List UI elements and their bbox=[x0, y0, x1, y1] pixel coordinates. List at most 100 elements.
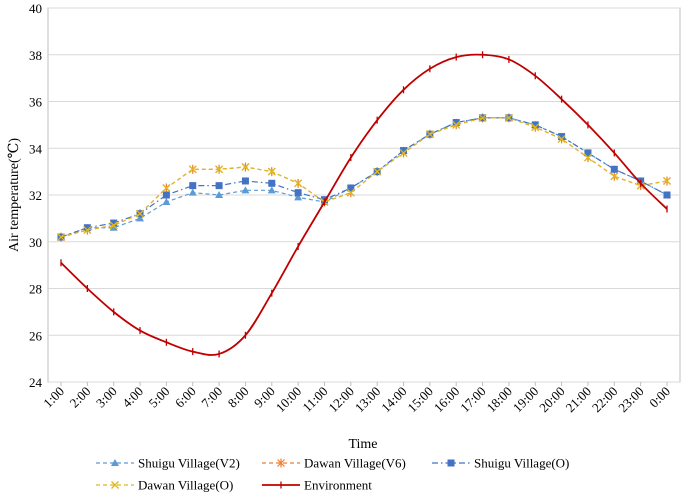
series-dawan-village-o- bbox=[57, 113, 671, 242]
x-tick-label: 11:00 bbox=[299, 384, 330, 415]
data-point bbox=[215, 191, 224, 198]
legend-label: Shuigu Village(V2) bbox=[138, 456, 240, 471]
x-tick-label: 12:00 bbox=[325, 384, 357, 416]
series-line bbox=[60, 117, 668, 238]
data-point bbox=[215, 165, 224, 174]
legend-entry: Shuigu Village(V2) bbox=[96, 456, 240, 471]
series-line bbox=[60, 117, 668, 238]
data-point bbox=[294, 189, 302, 197]
series-line bbox=[60, 53, 668, 356]
data-point bbox=[268, 179, 276, 187]
x-tick-label: 22:00 bbox=[589, 384, 621, 416]
legend-entry: Dawan Village(O) bbox=[96, 478, 233, 493]
series-environment bbox=[60, 51, 668, 358]
x-tick-label: 2:00 bbox=[67, 384, 94, 411]
data-point bbox=[347, 184, 355, 192]
y-tick-label: 34 bbox=[29, 141, 43, 156]
y-tick-label: 40 bbox=[29, 1, 42, 16]
data-point bbox=[188, 165, 197, 174]
data-point bbox=[425, 130, 434, 139]
data-point bbox=[452, 119, 460, 127]
x-tick-label: 17:00 bbox=[457, 384, 489, 416]
legend-label: Dawan Village(V6) bbox=[304, 456, 406, 471]
data-point bbox=[504, 113, 513, 122]
x-axis-ticks: 1:00 2:00 3:00 4:00 5:00 6:00 7:00 8:00 9:0010:0… bbox=[40, 382, 673, 415]
legend: Shuigu Village(V2) Dawan Village(V6) Shuig… bbox=[96, 456, 569, 493]
data-point bbox=[136, 209, 145, 218]
x-tick-label: 21:00 bbox=[563, 384, 595, 416]
data-point bbox=[83, 224, 91, 232]
y-tick-label: 26 bbox=[29, 328, 43, 343]
legend-swatch-marker bbox=[447, 459, 455, 467]
data-point bbox=[557, 134, 566, 143]
y-tick-label: 32 bbox=[29, 188, 42, 203]
data-point bbox=[188, 188, 197, 196]
data-point bbox=[267, 167, 276, 176]
data-point bbox=[294, 193, 303, 201]
x-tick-label: 14:00 bbox=[378, 384, 410, 416]
data-point bbox=[583, 153, 592, 162]
x-tick-label: 15:00 bbox=[404, 384, 436, 416]
y-tick-label: 38 bbox=[29, 48, 42, 63]
x-tick-label: 13:00 bbox=[352, 384, 384, 416]
x-tick-label: 19:00 bbox=[510, 384, 542, 416]
data-point bbox=[531, 121, 539, 129]
y-tick-label: 24 bbox=[29, 375, 43, 390]
series-shuigu-village-o- bbox=[57, 114, 671, 241]
data-point bbox=[531, 123, 540, 132]
data-point bbox=[83, 226, 92, 235]
data-point bbox=[584, 149, 592, 157]
data-point bbox=[241, 162, 250, 171]
x-tick-label: 7:00 bbox=[198, 384, 225, 411]
x-tick-label: 10:00 bbox=[273, 384, 305, 416]
legend-entry: Environment bbox=[262, 478, 372, 493]
data-point bbox=[109, 221, 118, 230]
x-tick-label: 1:00 bbox=[40, 384, 67, 411]
data-point bbox=[663, 177, 671, 185]
data-point bbox=[294, 179, 303, 188]
data-point bbox=[162, 184, 171, 192]
series-dawan-village-v6- bbox=[57, 113, 671, 242]
legend-label: Shuigu Village(O) bbox=[474, 456, 569, 471]
legend-entry: Dawan Village(V6) bbox=[262, 456, 406, 471]
x-tick-label: 5:00 bbox=[146, 384, 173, 411]
y-tick-label: 28 bbox=[29, 282, 42, 297]
data-point bbox=[478, 113, 487, 122]
x-tick-label: 8:00 bbox=[225, 384, 252, 411]
data-point bbox=[215, 182, 223, 190]
series-line bbox=[60, 117, 668, 238]
series-layer bbox=[57, 51, 671, 358]
y-axis-ticks: 24 26 28 30 32 34 36 38 40 bbox=[29, 1, 43, 390]
data-point bbox=[189, 182, 197, 190]
x-tick-label: 18:00 bbox=[483, 384, 515, 416]
data-point bbox=[610, 165, 618, 173]
data-point bbox=[57, 233, 65, 242]
x-tick-label: 6:00 bbox=[172, 384, 199, 411]
legend-label: Dawan Village(O) bbox=[138, 478, 233, 493]
legend-swatch-marker bbox=[277, 458, 285, 468]
y-tick-label: 30 bbox=[29, 235, 42, 250]
data-point bbox=[162, 191, 170, 199]
series-line bbox=[60, 117, 668, 238]
data-point bbox=[110, 219, 118, 227]
x-tick-label: 3:00 bbox=[93, 384, 120, 411]
data-point bbox=[267, 186, 276, 194]
x-tick-label: 4:00 bbox=[119, 384, 146, 411]
y-axis-title: Air temperature(℃) bbox=[7, 138, 22, 252]
data-point bbox=[241, 186, 250, 194]
x-tick-label: 0:00 bbox=[646, 384, 673, 411]
data-point bbox=[610, 172, 619, 181]
data-point bbox=[663, 191, 671, 199]
data-point bbox=[373, 167, 382, 176]
data-point bbox=[399, 148, 408, 157]
data-point bbox=[346, 188, 355, 197]
data-point bbox=[400, 147, 408, 155]
x-tick-label: 16:00 bbox=[431, 384, 463, 416]
series-shuigu-village-v2- bbox=[57, 113, 671, 241]
gridlines bbox=[47, 7, 681, 383]
legend-swatch-marker bbox=[111, 481, 119, 489]
x-tick-label: 23:00 bbox=[615, 384, 647, 416]
legend-entry: Shuigu Village(O) bbox=[432, 456, 569, 471]
x-tick-label: 20:00 bbox=[536, 384, 568, 416]
